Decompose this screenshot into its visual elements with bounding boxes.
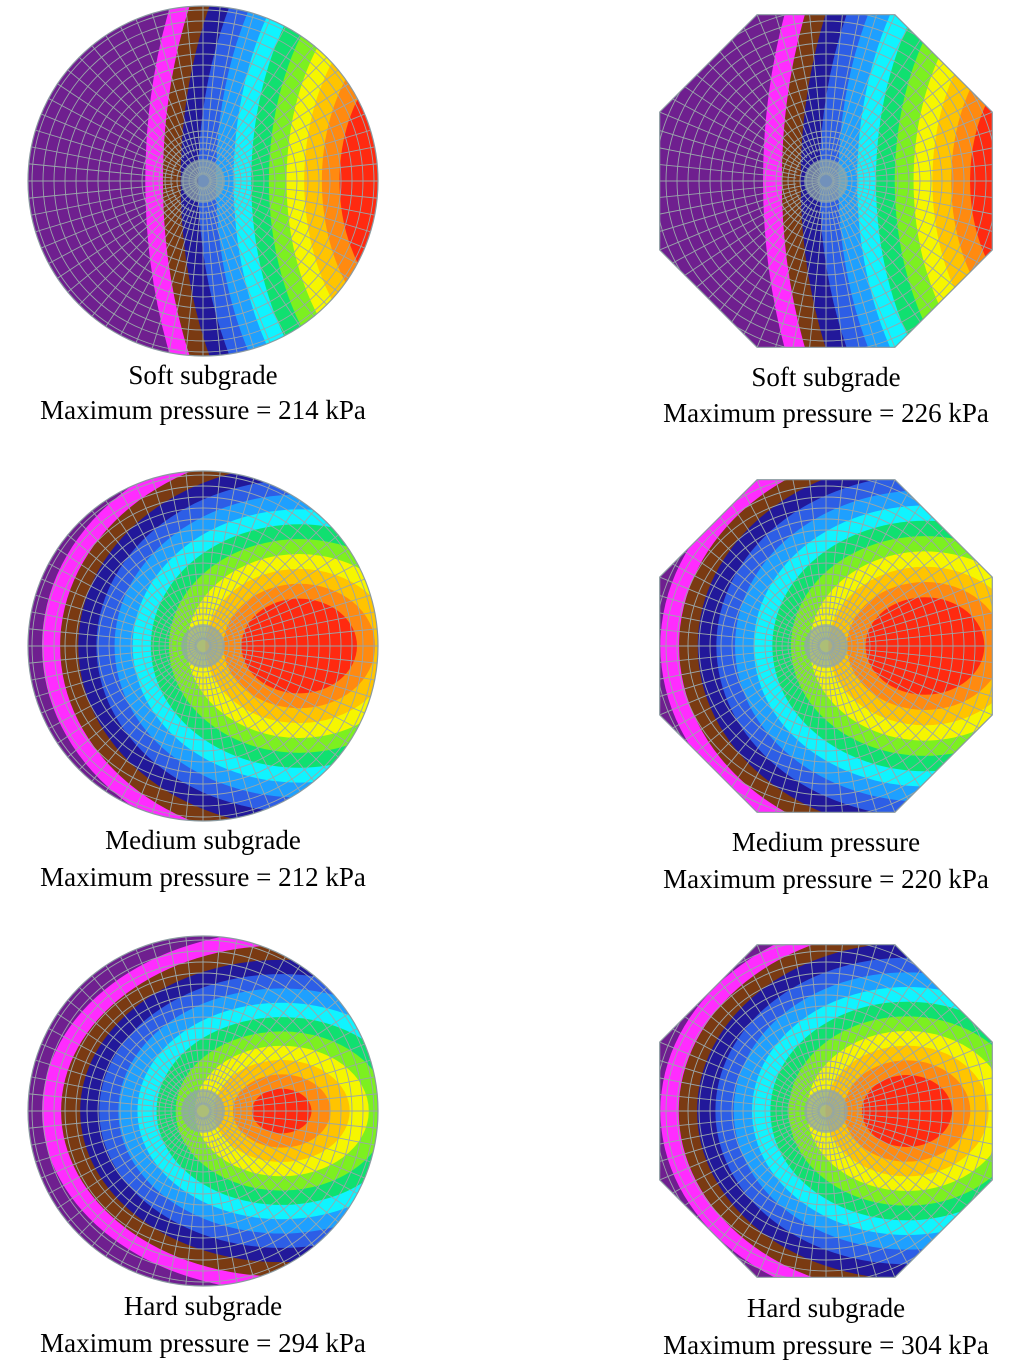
center-hub: [804, 624, 848, 668]
panel-title: Soft subgrade: [128, 360, 277, 390]
contour-plot: [556, 841, 1024, 1368]
panel-title: Medium subgrade: [105, 825, 301, 855]
figure: Soft subgrade Maximum pressure = 214 kPa S…: [0, 0, 1024, 1368]
panel-title: Hard subgrade: [124, 1291, 282, 1321]
center-hub: [804, 1089, 848, 1133]
panel-caption: Maximum pressure = 304 kPa: [663, 1330, 989, 1360]
panel-caption: Maximum pressure = 294 kPa: [40, 1328, 366, 1358]
panel-caption: Maximum pressure = 226 kPa: [663, 398, 989, 428]
panel-caption: Maximum pressure = 212 kPa: [40, 862, 366, 892]
center-hub: [804, 159, 848, 203]
panel-title: Medium pressure: [732, 827, 920, 857]
contour-plot: [0, 849, 522, 1368]
center-hub: [181, 1089, 225, 1133]
panel-title: Hard subgrade: [747, 1293, 905, 1323]
panel-caption: Maximum pressure = 220 kPa: [663, 864, 989, 894]
panel-caption: Maximum pressure = 214 kPa: [40, 395, 366, 425]
panel-title: Soft subgrade: [751, 362, 900, 392]
center-hub: [181, 624, 225, 668]
center-hub: [181, 159, 225, 203]
